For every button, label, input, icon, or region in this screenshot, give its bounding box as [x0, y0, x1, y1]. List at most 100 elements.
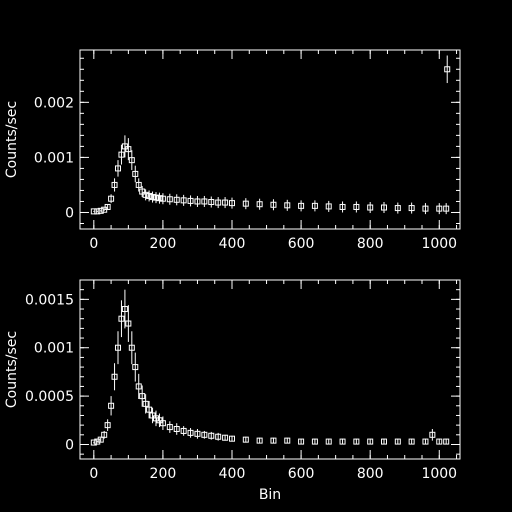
bottom-panel: 0 200 400 600 800 1000 0 0.0005 0.001 0.0015 Count…	[4, 279, 461, 503]
data-point	[325, 438, 332, 445]
data-point	[104, 203, 111, 210]
y-tick-label: 0.001	[34, 150, 74, 166]
data-point	[443, 205, 450, 212]
data-point	[408, 205, 415, 212]
data-point	[394, 438, 401, 445]
data-point	[229, 200, 235, 207]
data-point	[367, 438, 374, 445]
data-point	[222, 199, 229, 206]
data-point	[270, 201, 277, 208]
data-point	[132, 170, 139, 177]
data-point	[142, 191, 149, 198]
x-tick-label: 800	[357, 466, 384, 482]
data-point	[381, 204, 387, 211]
y-tick-label: 0	[65, 205, 74, 221]
data-point	[115, 165, 121, 172]
data-point	[187, 429, 194, 436]
data-point	[270, 437, 277, 444]
y-tick-label: 0.001	[34, 341, 74, 357]
data-point	[97, 436, 104, 443]
data-point	[146, 406, 153, 413]
data-point	[242, 200, 249, 207]
data-point	[118, 151, 125, 158]
x-tick-label: 0	[89, 236, 98, 252]
x-tick-label: 600	[288, 236, 315, 252]
x-tick-label: 0	[89, 466, 98, 482]
data-point	[284, 437, 291, 444]
data-point	[215, 433, 222, 440]
y-tick-label: 0.002	[34, 95, 74, 111]
data-point	[367, 204, 374, 211]
data-point	[139, 188, 146, 195]
data-point	[142, 400, 149, 407]
data-point	[353, 438, 360, 445]
data-point	[222, 434, 229, 441]
data-point	[153, 194, 159, 201]
data-point	[166, 196, 173, 203]
data-point	[194, 198, 201, 205]
data-point	[90, 439, 97, 446]
data-point	[311, 438, 318, 445]
data-point	[153, 415, 159, 422]
data-point	[208, 432, 215, 439]
data-point	[408, 438, 415, 445]
data-point	[394, 205, 401, 212]
data-point	[444, 66, 451, 73]
data-point	[135, 181, 142, 188]
data-point	[128, 157, 135, 164]
data-point	[201, 198, 208, 205]
x-axis-title: Bin	[259, 487, 281, 503]
data-point	[94, 208, 101, 215]
data-point	[256, 201, 263, 208]
data-point	[173, 196, 180, 203]
data-point	[187, 197, 194, 204]
data-point	[422, 205, 429, 212]
data-point	[173, 426, 180, 433]
data-point	[118, 315, 125, 322]
x-tick-label: 800	[357, 236, 384, 252]
y-tick-label: 0	[65, 437, 74, 453]
data-point	[146, 192, 153, 199]
data-point	[443, 438, 450, 445]
data-point	[125, 320, 132, 327]
plot-frame	[79, 49, 461, 230]
data-point	[229, 435, 235, 442]
data-point	[111, 373, 118, 380]
plot-frame	[79, 279, 461, 460]
data-point	[284, 202, 291, 209]
data-point	[339, 438, 346, 445]
data-point	[132, 364, 139, 371]
data-point	[436, 438, 443, 445]
data-point	[353, 203, 360, 210]
data-point	[90, 208, 97, 215]
data-point	[135, 383, 142, 390]
data-point	[101, 431, 108, 438]
data-point	[429, 431, 436, 438]
data-point	[298, 438, 305, 445]
x-tick-label: 1000	[421, 236, 457, 252]
data-point	[159, 420, 166, 427]
data-point	[381, 438, 387, 445]
data-point	[422, 438, 429, 445]
data-point	[125, 146, 132, 153]
data-point	[298, 202, 305, 209]
data-point	[159, 195, 166, 202]
x-tick-label: 400	[219, 466, 246, 482]
data-point	[139, 393, 146, 400]
data-point	[215, 199, 222, 206]
x-tick-label: 200	[150, 466, 177, 482]
data-point	[156, 195, 163, 202]
data-point	[339, 203, 346, 210]
data-point	[97, 207, 104, 214]
data-point	[242, 436, 249, 443]
data-point	[111, 181, 118, 188]
data-point	[128, 344, 135, 351]
data-point	[115, 344, 121, 351]
data-point	[104, 422, 111, 429]
data-point	[208, 199, 215, 206]
data-series	[90, 289, 450, 446]
data-point	[436, 205, 443, 212]
x-tick-label: 600	[288, 466, 315, 482]
data-point	[149, 194, 156, 201]
